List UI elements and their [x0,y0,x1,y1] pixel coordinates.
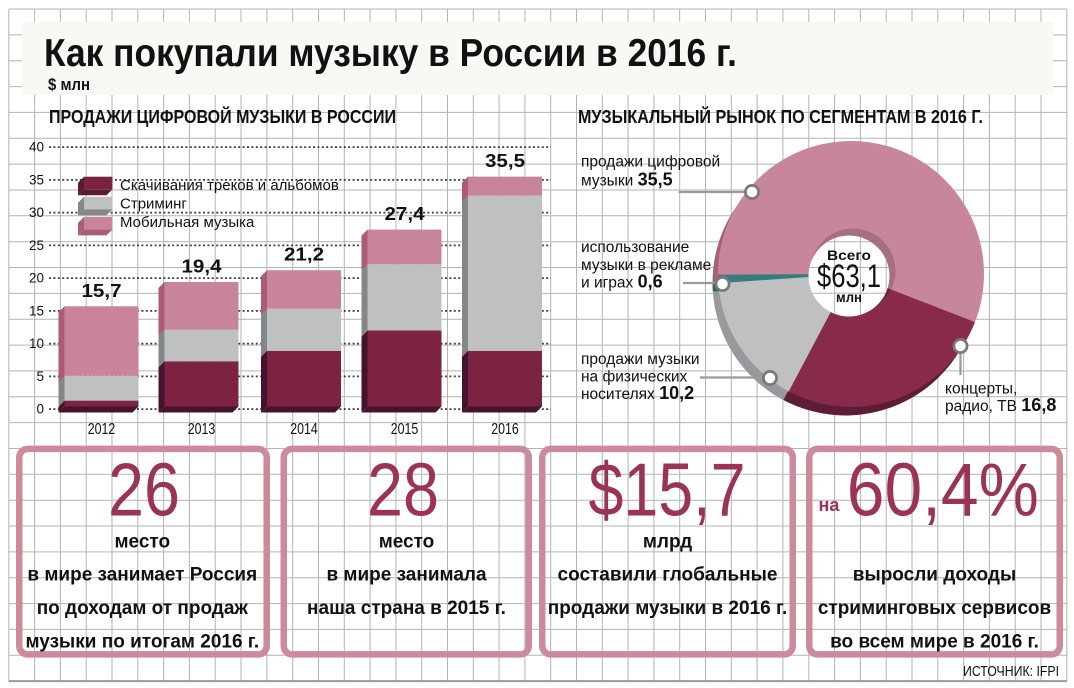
svg-text:ИСТОЧНИК: IFPI: ИСТОЧНИК: IFPI [963,663,1059,680]
svg-text:$ млн: $ млн [48,75,90,94]
svg-text:концерты,: концерты, [945,381,1017,398]
svg-text:$15,7: $15,7 [589,448,746,532]
svg-text:музыки 35,5: музыки 35,5 [581,170,673,190]
svg-text:15: 15 [29,303,44,318]
svg-text:27,4: 27,4 [385,203,426,224]
svg-text:носителях 10,2: носителях 10,2 [581,383,694,403]
svg-text:20: 20 [29,271,44,286]
svg-text:радио, ТВ 16,8: радио, ТВ 16,8 [945,395,1056,415]
svg-text:продажи музыки в 2016 г.: продажи музыки в 2016 г. [548,598,788,619]
svg-text:Всего: Всего [827,247,871,263]
svg-text:млн: млн [836,289,862,305]
svg-text:21,2: 21,2 [284,244,324,265]
svg-text:стриминговых сервисов: стриминговых сервисов [818,598,1051,619]
svg-text:во всем мире в 2016 г.: во всем мире в 2016 г. [830,632,1039,653]
svg-text:на физических: на физических [581,369,688,386]
svg-text:в мире занимает Россия: в мире занимает Россия [27,565,257,586]
svg-text:60,4%: 60,4% [847,448,1039,532]
svg-text:2016: 2016 [491,421,519,438]
svg-text:35,5: 35,5 [485,150,525,171]
svg-text:продажи цифровой: продажи цифровой [581,154,720,171]
svg-text:25: 25 [29,238,44,253]
svg-text:$63,1: $63,1 [817,258,881,294]
svg-text:использование: использование [581,239,689,256]
svg-text:место: место [114,532,170,553]
svg-text:музыки по итогам 2016 г.: музыки по итогам 2016 г. [25,632,259,653]
svg-text:19,4: 19,4 [182,256,223,277]
svg-text:музыки в рекламе: музыки в рекламе [581,257,711,274]
svg-text:Мобильная музыка: Мобильная музыка [120,214,255,231]
svg-text:продажи музыки: продажи музыки [581,351,700,368]
svg-text:составили глобальные: составили глобальные [558,565,778,586]
svg-text:0: 0 [36,402,44,417]
svg-text:на: на [819,495,841,515]
svg-text:35: 35 [29,172,44,187]
svg-text:2013: 2013 [188,421,216,438]
svg-text:МУЗЫКАЛЬНЫЙ РЫНОК ПО СЕГМЕНТАМ: МУЗЫКАЛЬНЫЙ РЫНОК ПО СЕГМЕНТАМ В 2016 Г. [578,106,983,127]
svg-text:по доходам от продаж: по доходам от продаж [37,598,249,619]
svg-text:2012: 2012 [88,421,116,438]
svg-text:в мире занимала: в мире занимала [326,565,487,586]
svg-text:2014: 2014 [290,421,318,438]
svg-text:Как покупали музыку в России в: Как покупали музыку в России в 2016 г. [44,32,737,75]
svg-text:наша страна в 2015 г.: наша страна в 2015 г. [307,598,506,619]
svg-text:млрд: млрд [643,532,692,553]
svg-text:место: место [379,532,435,553]
svg-text:выросли доходы: выросли доходы [853,565,1016,586]
svg-text:10: 10 [29,336,44,351]
svg-text:40: 40 [29,140,44,155]
svg-text:15,7: 15,7 [82,280,122,301]
svg-text:28: 28 [367,448,439,532]
svg-text:5: 5 [36,369,44,384]
svg-text:26: 26 [108,448,180,532]
svg-text:2015: 2015 [391,421,419,438]
svg-text:ПРОДАЖИ ЦИФРОВОЙ МУЗЫКИ В РОСС: ПРОДАЖИ ЦИФРОВОЙ МУЗЫКИ В РОССИИ [49,106,396,127]
svg-text:Скачивания треков и альбомов: Скачивания треков и альбомов [120,177,339,194]
svg-text:и играх 0,6: и играх 0,6 [581,272,663,292]
svg-text:Стриминг: Стриминг [120,196,187,213]
svg-text:30: 30 [29,205,44,220]
